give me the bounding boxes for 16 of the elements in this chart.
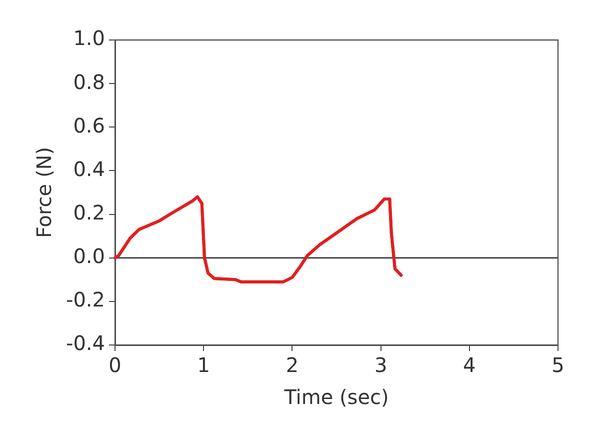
y-axis-title: Force (N) (32, 146, 56, 238)
y-tick-label: -0.4 (66, 331, 106, 356)
y-tick-label: 0.4 (73, 156, 106, 181)
y-tick-label: 0.8 (73, 70, 106, 94)
x-tick-label: 4 (463, 353, 476, 378)
x-tick-label: 0 (108, 353, 122, 378)
x-tick-label: 1 (197, 353, 210, 378)
y-tick-label: 0.2 (73, 200, 106, 224)
x-axis-title: Time (sec) (283, 385, 389, 410)
y-tick-label: 0.0 (73, 244, 106, 268)
x-tick-label: 2 (286, 353, 299, 378)
x-tick-label: 5 (552, 353, 564, 378)
y-tick-label: 1.0 (73, 26, 106, 50)
x-tick-label: 3 (374, 353, 388, 378)
y-tick-label: 0.6 (73, 113, 106, 138)
y-tick-label: -0.2 (66, 288, 106, 312)
